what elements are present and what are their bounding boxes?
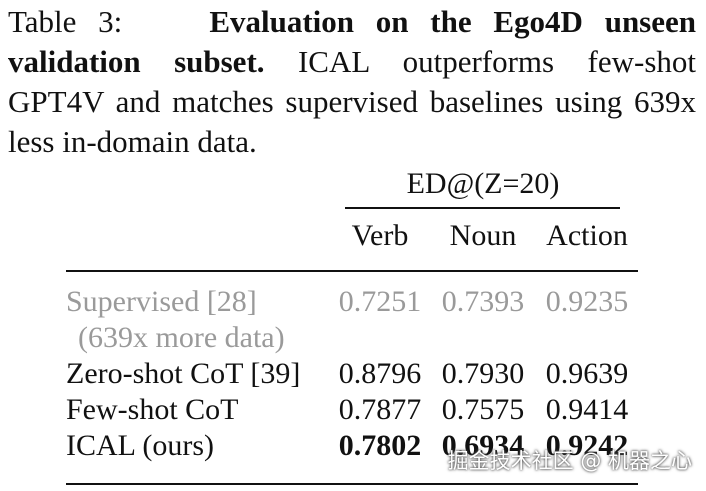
cell-value: 0.7575 bbox=[441, 393, 525, 426]
cell-value: 0.7877 bbox=[338, 393, 422, 426]
group-header: ED@(Z=20) bbox=[406, 167, 560, 200]
column-header: Verb bbox=[351, 219, 409, 252]
caption-title: Evaluation on the Ego4D unseen validatio… bbox=[8, 4, 697, 79]
row-method: Supervised [28] bbox=[66, 285, 257, 318]
row-method: ICAL (ours) bbox=[66, 429, 215, 462]
row-note: (639x more data) bbox=[78, 321, 285, 354]
cell-value: 0.9242 bbox=[545, 429, 629, 462]
cell-value: 0.7393 bbox=[441, 285, 525, 318]
caption-label: Table 3: bbox=[8, 4, 123, 39]
cell-value: 0.9235 bbox=[545, 285, 629, 318]
cell-value: 0.8796 bbox=[338, 357, 422, 390]
column-header: Action bbox=[546, 219, 628, 252]
caption: Table 3: Evaluation on the Ego4D unseen … bbox=[8, 2, 696, 162]
row-method: Few-shot CoT bbox=[66, 393, 239, 426]
cell-value: 0.7930 bbox=[441, 357, 525, 390]
caption-body: ICAL outperforms few-shot GPT4V and matc… bbox=[8, 44, 696, 159]
mid-rule bbox=[66, 270, 638, 272]
cell-value: 0.7802 bbox=[338, 429, 422, 462]
group-rule bbox=[345, 207, 620, 209]
bottom-rule bbox=[66, 483, 638, 485]
row-method: Zero-shot CoT [39] bbox=[66, 357, 301, 390]
cell-value: 0.9414 bbox=[545, 393, 629, 426]
cell-value: 0.9639 bbox=[545, 357, 629, 390]
column-header: Noun bbox=[449, 219, 517, 252]
cell-value: 0.7251 bbox=[338, 285, 422, 318]
watermark: 掘金技术社区 @ 机器之心 bbox=[447, 449, 692, 473]
cell-value: 0.6934 bbox=[441, 429, 525, 462]
